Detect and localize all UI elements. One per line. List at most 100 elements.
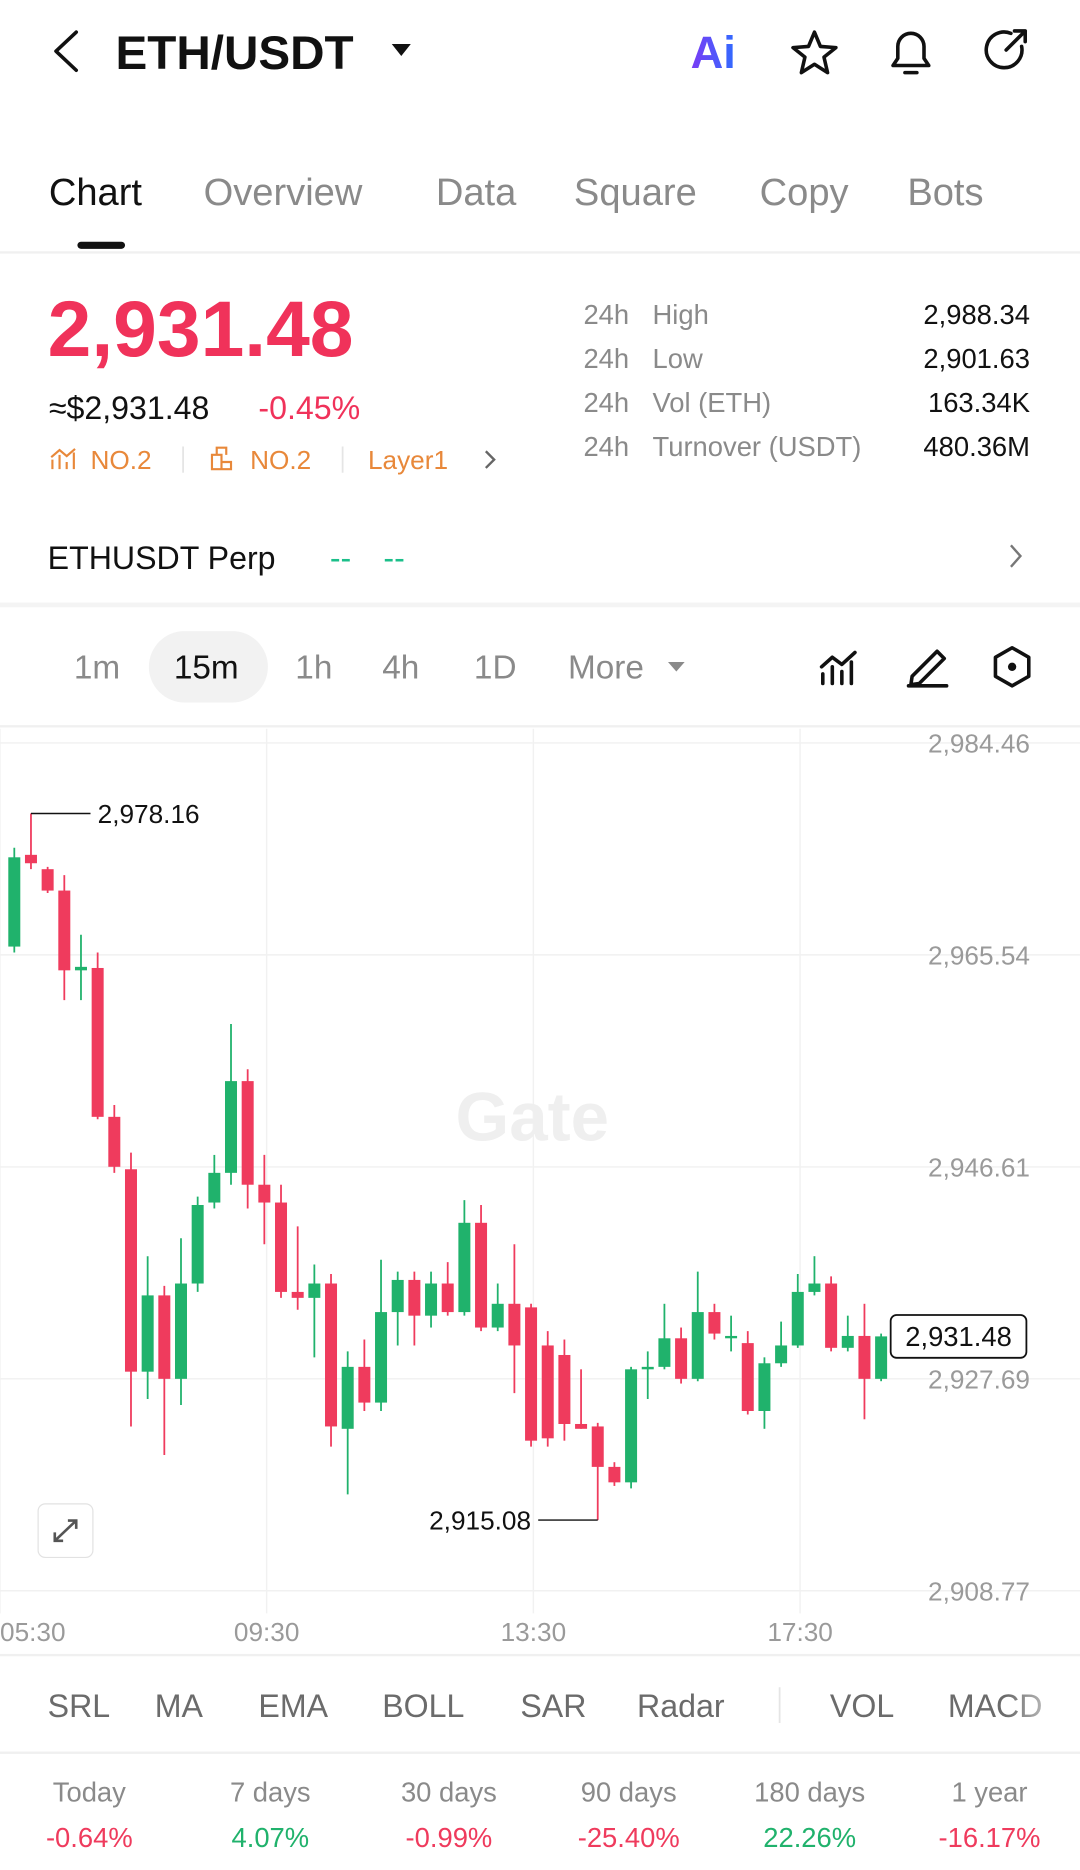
interval[interactable]: 4h <box>382 650 419 687</box>
tab[interactable]: Bots <box>907 172 983 214</box>
candle-body <box>608 1466 621 1483</box>
candle-body <box>758 1363 771 1411</box>
indicator-tab[interactable]: Radar <box>637 1688 725 1724</box>
back-button[interactable] <box>54 30 79 73</box>
settings-button[interactable] <box>993 645 1031 688</box>
rank-icon <box>50 448 76 470</box>
y-tick-label: 2,927.69 <box>928 1364 1030 1394</box>
candle-body <box>591 1426 604 1467</box>
favorite-button[interactable] <box>791 30 838 75</box>
last-price: 2,931.48 <box>48 285 354 373</box>
returns: Today -0.64% 7 days 4.07% 30 days -0.99%… <box>46 1777 1041 1853</box>
axes: 2,984.46 2,965.54 2,946.61 2,927.69 2,908.77… <box>0 728 1030 1646</box>
candle-body <box>441 1283 454 1313</box>
pair-dropdown[interactable] <box>391 44 411 56</box>
candle-body <box>325 1283 338 1427</box>
interval-more[interactable]: More <box>568 650 644 687</box>
indicator-tab[interactable]: VOL <box>830 1688 894 1724</box>
candle-body <box>841 1335 854 1348</box>
indicator-tab[interactable]: BOLL <box>382 1688 464 1724</box>
candle-body <box>558 1354 571 1424</box>
fullscreen-button[interactable] <box>37 1503 94 1559</box>
candle-body <box>358 1366 371 1403</box>
interval[interactable]: 1D <box>474 650 517 687</box>
divider <box>0 602 1080 608</box>
price-change: -0.45% <box>258 390 360 426</box>
x-tick-label: 13:30 <box>501 1617 567 1647</box>
high-marker-label: 2,978.16 <box>98 799 200 829</box>
rank-badge[interactable]: NO.2 <box>91 445 152 475</box>
candle-body <box>658 1338 671 1367</box>
interval[interactable]: 1h <box>295 650 332 687</box>
candle-body <box>875 1336 888 1379</box>
interval[interactable]: 1m <box>74 650 120 687</box>
interval-active[interactable]: 15m <box>174 650 239 687</box>
y-tick-label: 2,946.61 <box>928 1152 1030 1182</box>
candle-body <box>375 1312 388 1403</box>
watermark: Gate <box>456 1078 610 1156</box>
candle-body <box>508 1303 521 1346</box>
candle-body <box>491 1303 504 1328</box>
tab[interactable]: Square <box>574 172 697 214</box>
more-caret[interactable] <box>668 662 685 672</box>
chevron[interactable] <box>484 450 496 469</box>
indicator-tab[interactable]: SRL <box>48 1688 111 1724</box>
indicator-tab[interactable]: SAR <box>520 1688 586 1724</box>
separator <box>182 446 184 473</box>
candle-body <box>408 1279 421 1316</box>
stat-value: 480.36M <box>923 431 1030 462</box>
stat-label: Low <box>653 343 703 374</box>
indicator-tab[interactable]: EMA <box>258 1688 328 1724</box>
candle-body <box>108 1116 121 1167</box>
divider <box>0 1751 1080 1754</box>
pair-title[interactable]: ETH/USDT <box>116 27 354 80</box>
share-button[interactable] <box>984 29 1027 70</box>
return-label: 90 days <box>581 1777 677 1808</box>
candle-body <box>291 1291 304 1298</box>
draw-button[interactable] <box>906 649 949 688</box>
return-value: -0.99% <box>406 1822 493 1853</box>
stat-label: Vol (ETH) <box>653 387 772 418</box>
stat-period: 24h <box>583 431 629 462</box>
sector-badge[interactable]: Layer1 <box>368 445 448 475</box>
stat-value: 163.34K <box>928 387 1030 418</box>
tab[interactable]: Data <box>436 172 517 214</box>
candle-body <box>425 1283 438 1316</box>
indicator-button[interactable] <box>819 650 857 686</box>
candle-body <box>541 1345 554 1439</box>
alert-button[interactable] <box>891 31 931 75</box>
candle-body <box>808 1283 821 1292</box>
tab[interactable]: Copy <box>760 172 849 214</box>
stat-label: High <box>653 299 709 330</box>
cap-badge[interactable]: NO.2 <box>250 445 311 475</box>
candle-body <box>791 1291 804 1346</box>
candle-body <box>741 1343 754 1411</box>
candle-body <box>41 869 54 891</box>
candle-body <box>391 1279 404 1313</box>
candle-body <box>725 1335 738 1339</box>
candle-body <box>58 890 71 971</box>
grid <box>0 728 1080 1614</box>
candle-body <box>225 1081 238 1173</box>
candle-body <box>825 1283 838 1348</box>
candle-body <box>241 1081 254 1185</box>
ai-button[interactable]: Ai <box>691 27 736 78</box>
fade <box>1006 1678 1080 1733</box>
last-price-box <box>889 1314 1028 1359</box>
tab-indicator <box>77 241 126 249</box>
y-tick-label: 2,908.77 <box>928 1576 1030 1606</box>
candle-body <box>141 1295 154 1372</box>
divider <box>0 251 1080 254</box>
y-tick-label: 2,984.46 <box>928 728 1030 758</box>
return-label: 1 year <box>951 1777 1027 1808</box>
usd-price: ≈$2,931.48 <box>49 390 210 426</box>
tab-active[interactable]: Chart <box>49 172 143 214</box>
tab[interactable]: Overview <box>204 172 363 214</box>
perp-label[interactable]: ETHUSDT Perp <box>48 540 276 576</box>
candle-body <box>191 1204 204 1284</box>
chevron[interactable] <box>1010 544 1023 568</box>
indicator-tab[interactable]: MA <box>155 1688 204 1724</box>
candle-body <box>675 1338 688 1379</box>
stat-period: 24h <box>583 343 629 374</box>
